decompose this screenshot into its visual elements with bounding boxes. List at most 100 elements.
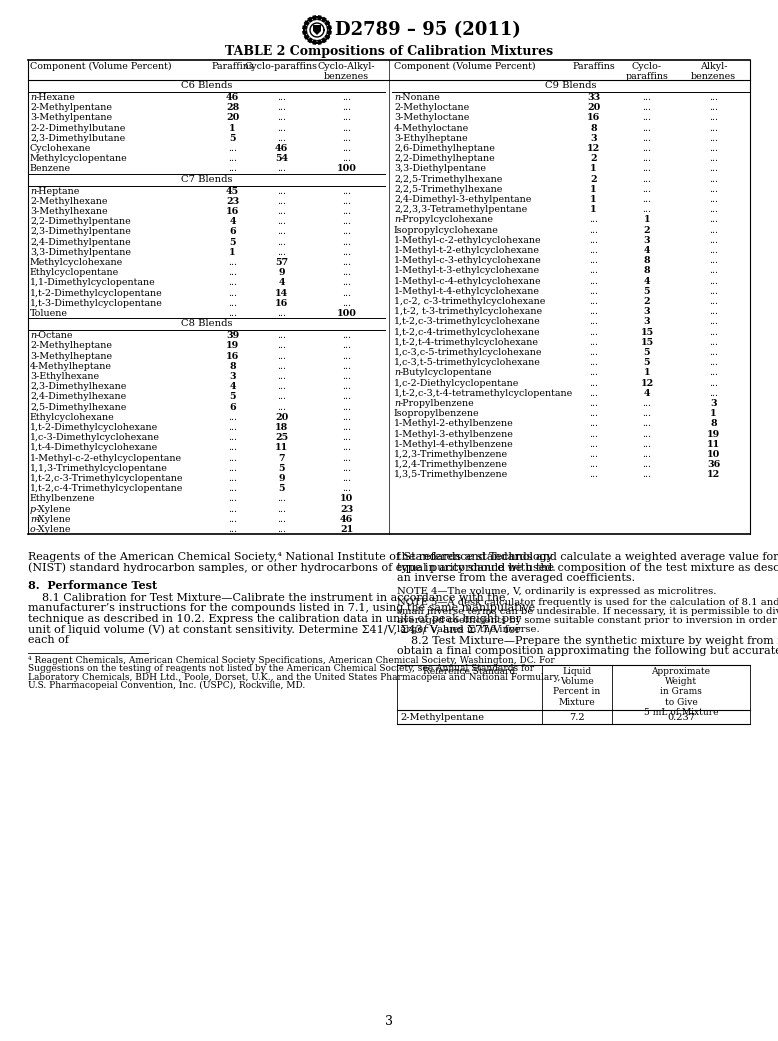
- Text: 25: 25: [275, 433, 288, 442]
- Text: ...: ...: [643, 103, 651, 112]
- Text: 19: 19: [226, 341, 239, 351]
- Text: ...: ...: [709, 358, 718, 367]
- Text: ...: ...: [709, 369, 718, 378]
- Text: 3-Methylhexane: 3-Methylhexane: [30, 207, 107, 215]
- Text: NOTE 4—The volume, V, ordinarily is expressed as microlitres.: NOTE 4—The volume, V, ordinarily is expr…: [397, 587, 717, 595]
- Text: ...: ...: [342, 464, 351, 473]
- Polygon shape: [313, 25, 321, 35]
- Text: 5: 5: [279, 484, 285, 493]
- Text: ...: ...: [589, 358, 598, 367]
- Text: ...: ...: [342, 278, 351, 287]
- Text: ...: ...: [277, 113, 286, 123]
- Text: 5: 5: [643, 348, 650, 357]
- Text: Alkyl-
benzenes: Alkyl- benzenes: [691, 62, 736, 81]
- Text: ...: ...: [709, 134, 718, 143]
- Text: 4-Methylheptane: 4-Methylheptane: [30, 362, 112, 371]
- Text: C9 Blends: C9 Blends: [545, 81, 597, 90]
- Text: 1,c-3-Dimethylcyclohexane: 1,c-3-Dimethylcyclohexane: [30, 433, 160, 442]
- Text: ...: ...: [277, 309, 286, 318]
- Text: ...: ...: [709, 175, 718, 183]
- Text: 2,2,3,3-Tetramethylpentane: 2,2,3,3-Tetramethylpentane: [394, 205, 527, 214]
- Text: 1: 1: [591, 195, 597, 204]
- Text: ...: ...: [342, 362, 351, 371]
- Text: 2: 2: [591, 154, 597, 163]
- Text: ...: ...: [277, 392, 286, 402]
- Text: manufacturer’s instructions for the compounds listed in 7.1, using the same mani: manufacturer’s instructions for the comp…: [28, 603, 535, 613]
- Text: n: n: [30, 93, 36, 102]
- Text: 1-Methyl-3-ethylbenzene: 1-Methyl-3-ethylbenzene: [394, 430, 514, 438]
- Text: 5: 5: [279, 464, 285, 473]
- Text: 1,t-2,c-4-trimethylcyclohexane: 1,t-2,c-4-trimethylcyclohexane: [394, 328, 541, 336]
- Text: Component (Volume Percent): Component (Volume Percent): [394, 62, 535, 71]
- Text: 12: 12: [640, 379, 654, 387]
- Text: 5: 5: [230, 237, 236, 247]
- Text: n: n: [30, 331, 36, 340]
- Text: ...: ...: [277, 372, 286, 381]
- Text: each of: each of: [28, 635, 69, 644]
- Text: ...: ...: [228, 258, 237, 266]
- Text: 1,t-2-Dimethylcyclopentane: 1,t-2-Dimethylcyclopentane: [30, 288, 163, 298]
- Text: ...: ...: [589, 450, 598, 459]
- Text: ...: ...: [643, 134, 651, 143]
- Text: (NIST) standard hydrocarbon samples, or other hydrocarbons of equal purity shoul: (NIST) standard hydrocarbon samples, or …: [28, 563, 555, 574]
- Text: ...: ...: [709, 337, 718, 347]
- Text: ...: ...: [589, 266, 598, 276]
- Text: 1: 1: [710, 409, 717, 418]
- Text: ...: ...: [228, 269, 237, 277]
- Text: 5: 5: [643, 358, 650, 367]
- Text: 2,4-Dimethyl-3-ethylpentane: 2,4-Dimethyl-3-ethylpentane: [394, 195, 531, 204]
- Polygon shape: [326, 25, 332, 30]
- Polygon shape: [303, 20, 310, 26]
- Text: ...: ...: [709, 246, 718, 255]
- Text: ...: ...: [228, 299, 237, 308]
- Text: ...: ...: [228, 505, 237, 513]
- Text: 15: 15: [640, 337, 654, 347]
- Text: 1,c-2, c-3-trimethylcyclohexane: 1,c-2, c-3-trimethylcyclohexane: [394, 297, 545, 306]
- Text: 1: 1: [643, 369, 650, 378]
- Text: 2-Methylheptane: 2-Methylheptane: [30, 341, 112, 351]
- Text: 1,2,3-Trimethylbenzene: 1,2,3-Trimethylbenzene: [394, 450, 508, 459]
- Text: 2,3-Dimethylbutane: 2,3-Dimethylbutane: [30, 134, 125, 143]
- Text: ⁴ Reagent Chemicals, American Chemical Society Specifications, American Chemical: ⁴ Reagent Chemicals, American Chemical S…: [28, 656, 555, 665]
- Text: 1,t-2,c-4-Trimethylcyclopentane: 1,t-2,c-4-Trimethylcyclopentane: [30, 484, 184, 493]
- Text: ...: ...: [277, 218, 286, 226]
- Polygon shape: [307, 17, 314, 23]
- Text: Cyclo-
paraffins: Cyclo- paraffins: [626, 62, 668, 81]
- Text: 1-Methyl-t-3-ethylcyclohexane: 1-Methyl-t-3-ethylcyclohexane: [394, 266, 540, 276]
- Text: ...: ...: [342, 197, 351, 206]
- Text: ...: ...: [342, 392, 351, 402]
- Text: ...: ...: [589, 439, 598, 449]
- Text: Benzene: Benzene: [30, 164, 71, 174]
- Text: -Octane: -Octane: [36, 331, 73, 340]
- Text: ...: ...: [228, 164, 237, 174]
- Text: Component (Volume Percent): Component (Volume Percent): [30, 62, 172, 71]
- Text: ...: ...: [228, 474, 237, 483]
- Text: 3-Methyloctane: 3-Methyloctane: [394, 113, 469, 123]
- Text: ...: ...: [643, 439, 651, 449]
- Text: 36: 36: [707, 460, 720, 469]
- Text: ...: ...: [342, 352, 351, 360]
- Text: 20: 20: [587, 103, 600, 112]
- Text: technique as described in 10.2. Express the calibration data in units of peak he: technique as described in 10.2. Express …: [28, 614, 521, 624]
- Text: ...: ...: [643, 93, 651, 102]
- Text: Cyclo-paraffins: Cyclo-paraffins: [245, 62, 318, 71]
- Text: 3: 3: [230, 372, 236, 381]
- Text: 1: 1: [591, 205, 597, 214]
- Text: ...: ...: [342, 218, 351, 226]
- Text: 2-Methylhexane: 2-Methylhexane: [30, 197, 107, 206]
- Text: 5: 5: [643, 287, 650, 296]
- Text: 8: 8: [591, 124, 597, 132]
- Text: 1,t-2,c-3,t-4-tetramethylcyclopentane: 1,t-2,c-3,t-4-tetramethylcyclopentane: [394, 388, 573, 398]
- Text: ...: ...: [277, 164, 286, 174]
- Text: 2,5-Dimethylhexane: 2,5-Dimethylhexane: [30, 403, 126, 411]
- Text: 1,t-2,t-4-trimethylcyclohexane: 1,t-2,t-4-trimethylcyclohexane: [394, 337, 539, 347]
- Text: NOTE 5—A desk calculator frequently is used for the calculation of 8.1 and in su: NOTE 5—A desk calculator frequently is u…: [397, 598, 778, 607]
- Text: Ethylcyclohexane: Ethylcyclohexane: [30, 413, 114, 422]
- Text: 2,2,5-Trimethylhexane: 2,2,5-Trimethylhexane: [394, 175, 503, 183]
- Text: ...: ...: [228, 454, 237, 462]
- Text: U.S. Pharmacopeial Convention, Inc. (USPC), Rockville, MD.: U.S. Pharmacopeial Convention, Inc. (USP…: [28, 681, 305, 690]
- Text: 3,3-Diethylpentane: 3,3-Diethylpentane: [394, 164, 486, 174]
- Text: 1,3,5-Trimethylbenzene: 1,3,5-Trimethylbenzene: [394, 471, 508, 480]
- Polygon shape: [303, 33, 310, 40]
- Text: ...: ...: [228, 288, 237, 298]
